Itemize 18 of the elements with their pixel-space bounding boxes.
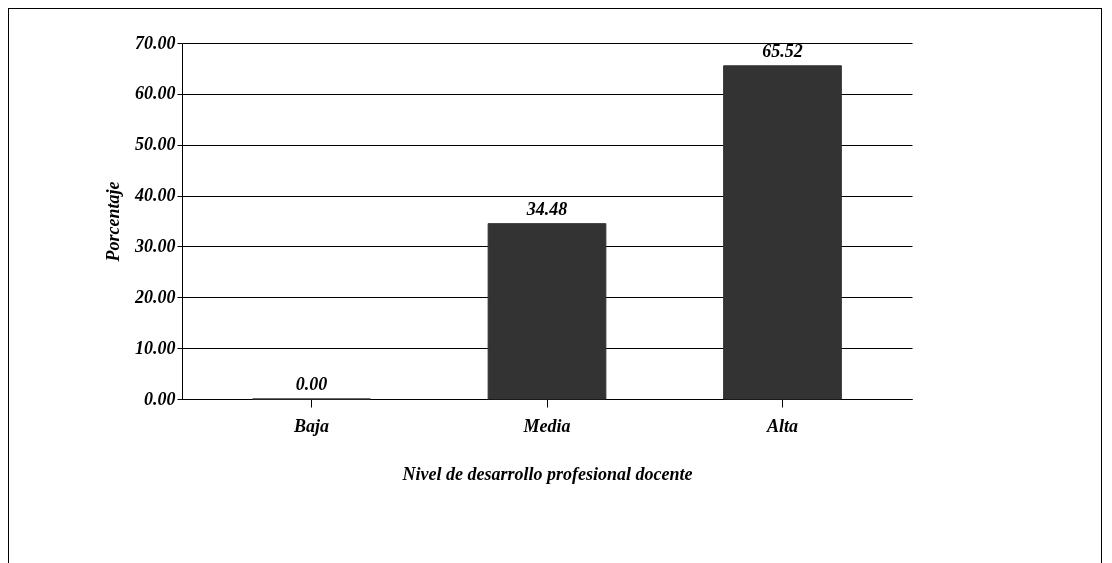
data-label: 65.52 [762,40,803,61]
y-tick-label: 50.00 [135,134,176,155]
bar [723,65,842,400]
y-tick-label: 70.00 [135,32,176,53]
x-tick-label: Media [522,415,571,436]
y-tick-label: 60.00 [135,83,176,104]
x-tick-label: Alta [765,415,798,436]
y-tick-label: 10.00 [135,337,176,358]
x-axis-title: Nivel de desarrollo profesional docente [401,463,693,484]
data-label: 34.48 [525,198,568,219]
y-tick-label: 20.00 [134,286,176,307]
y-tick-label: 30.00 [134,235,176,256]
y-tick-label: 40.00 [134,185,176,206]
x-tick-label: Baja [293,415,330,436]
data-label: 0.00 [295,374,328,394]
y-axis-title: Porcentaje [103,181,123,263]
bar [487,223,607,400]
y-tick-label: 0.00 [144,388,176,409]
